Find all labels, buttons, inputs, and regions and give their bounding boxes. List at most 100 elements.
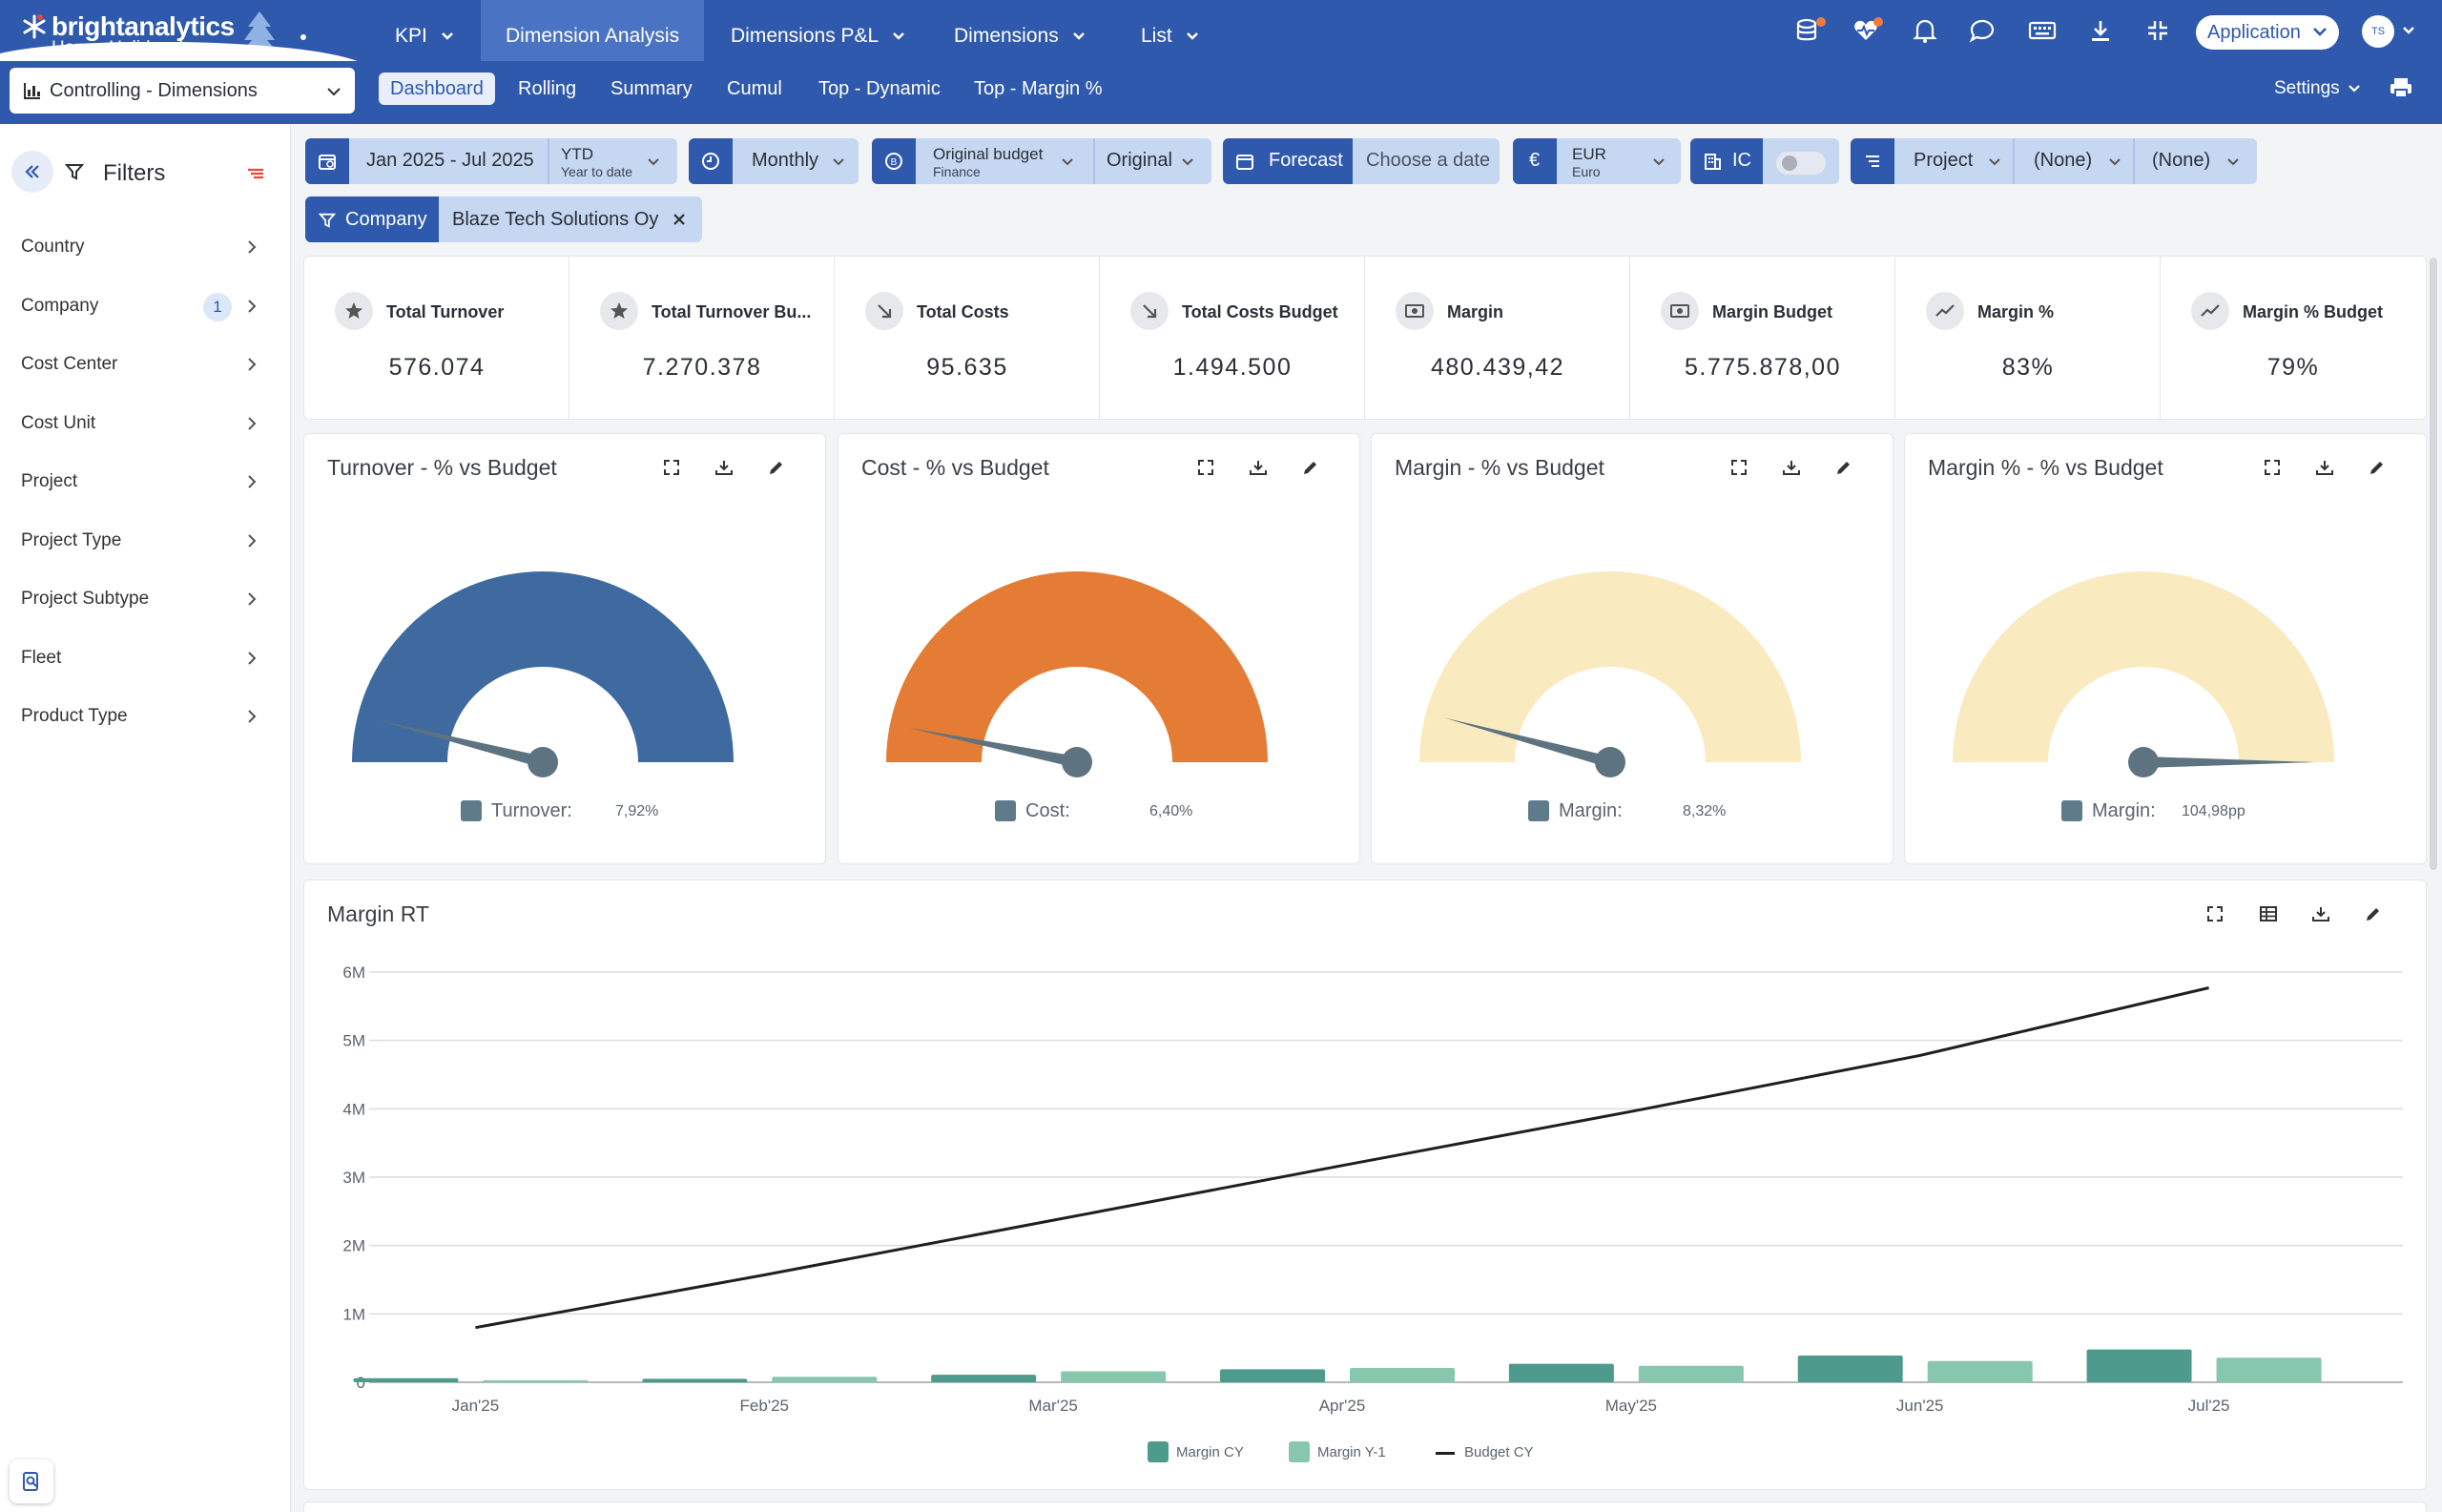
filter-company[interactable]: Company 1 (0, 284, 277, 328)
filter-country[interactable]: Country (0, 225, 277, 269)
bar-margin-cy[interactable] (2086, 1349, 2192, 1382)
expand-icon[interactable] (1197, 459, 1214, 476)
filter-cost-unit[interactable]: Cost Unit (0, 402, 277, 445)
legend-item[interactable]: Margin Y-1 (1317, 1444, 1386, 1460)
expand-icon[interactable] (663, 459, 680, 476)
bar-margin-cy[interactable] (1508, 1363, 1614, 1382)
chevron-down-icon[interactable] (2402, 26, 2415, 35)
filter-project-subtype[interactable]: Project Subtype (0, 577, 277, 621)
settings-menu[interactable]: Settings (2274, 72, 2361, 105)
expand-icon[interactable] (2264, 459, 2281, 476)
download-icon[interactable] (1782, 459, 1801, 476)
tab-kpi[interactable]: KPI (370, 0, 479, 61)
download-icon[interactable] (1249, 459, 1268, 476)
kpi-tile[interactable]: Total Turnover Bu... 7.270.378 (569, 257, 835, 419)
close-icon[interactable] (672, 212, 687, 227)
kpi-tile[interactable]: Margin Budget 5.775.878,00 (1630, 257, 1895, 419)
bar-margin-y-1[interactable] (2216, 1357, 2322, 1382)
application-select[interactable]: Application (2196, 15, 2339, 50)
bar-margin-cy[interactable] (642, 1378, 748, 1382)
bar-margin-y-1[interactable] (1350, 1367, 1455, 1382)
bell-icon[interactable] (1912, 17, 1942, 48)
dimension-value[interactable]: Project (1914, 150, 1974, 171)
ic-toggle[interactable] (1776, 152, 1826, 175)
gauge-dial (1419, 571, 1801, 777)
subtab-top-dynamic[interactable]: Top - Dynamic (818, 78, 941, 99)
dimension-select-group[interactable]: Project (None) (None) (1851, 138, 2257, 184)
tab-list[interactable]: List (1116, 0, 1224, 61)
collapse-sidebar-button[interactable] (11, 151, 53, 193)
bar-margin-y-1[interactable] (1061, 1371, 1167, 1382)
date-range-picker[interactable]: Jan 2025 - Jul 2025 YTD Year to date (305, 138, 677, 184)
bar-margin-cy[interactable] (1797, 1356, 1903, 1382)
chevron-down-icon (441, 32, 453, 41)
tab-dimensions-pl[interactable]: Dimensions P&L (706, 0, 930, 61)
dimension-value-2[interactable]: (None) (2152, 150, 2211, 171)
forecast-button[interactable] (1223, 138, 1353, 184)
bar-margin-y-1[interactable] (1638, 1365, 1744, 1382)
currency-select[interactable]: € EUR Euro (1513, 138, 1681, 184)
bar-margin-y-1[interactable] (483, 1379, 589, 1382)
subtab-top-margin[interactable]: Top - Margin % (974, 78, 1103, 99)
subtab-cumul[interactable]: Cumul (727, 78, 782, 99)
clear-filters-icon[interactable] (246, 166, 265, 181)
subtab-rolling[interactable]: Rolling (518, 78, 577, 99)
granularity-select[interactable]: Monthly (689, 138, 859, 184)
forecast-picker[interactable]: Forecast Choose a date (1223, 138, 1500, 184)
tab-dimension-analysis[interactable]: Dimension Analysis (481, 0, 705, 61)
health-icon[interactable] (1852, 17, 1883, 48)
filter-fleet[interactable]: Fleet (0, 636, 277, 680)
print-icon[interactable] (2389, 76, 2413, 99)
subtab-dashboard[interactable]: Dashboard (379, 72, 495, 105)
scrollbar[interactable] (2430, 258, 2437, 870)
bar-margin-y-1[interactable] (772, 1377, 878, 1382)
expand-icon[interactable] (2206, 905, 2224, 922)
database-icon[interactable] (1795, 17, 1826, 48)
legend-swatch (2061, 800, 2082, 821)
ic-label: IC (1732, 150, 1751, 171)
download-icon[interactable] (2315, 459, 2334, 476)
edit-icon[interactable] (1302, 459, 1319, 476)
kpi-tile[interactable]: Total Costs 95.635 (835, 257, 1100, 419)
active-filter-chip[interactable]: Company Blaze Tech Solutions Oy (305, 197, 702, 242)
bar-margin-y-1[interactable] (1927, 1360, 2033, 1382)
subtab-summary[interactable]: Summary (610, 78, 693, 99)
filter-project-type[interactable]: Project Type (0, 519, 277, 563)
legend-item[interactable]: Margin CY (1176, 1444, 1244, 1460)
ic-toggle-group[interactable]: IC (1690, 138, 1839, 184)
edit-icon[interactable] (2365, 905, 2382, 922)
table-icon[interactable] (2259, 905, 2278, 922)
keyboard-icon[interactable] (2028, 17, 2059, 48)
collapse-screen-icon[interactable] (2144, 17, 2175, 48)
chat-icon[interactable] (1969, 17, 1999, 48)
legend-item[interactable]: Budget CY (1464, 1444, 1534, 1460)
help-search-button[interactable] (10, 1460, 53, 1503)
download-icon[interactable] (2311, 905, 2330, 922)
line-budget-cy[interactable] (475, 986, 2209, 1330)
kpi-tile[interactable]: Total Costs Budget 1.494.500 (1100, 257, 1365, 419)
gauge-arc (352, 571, 734, 762)
kpi-tile[interactable]: Margin % Budget 79% (2161, 257, 2426, 419)
kpi-tile[interactable]: Margin % 83% (1895, 257, 2161, 419)
trend-up-icon (1926, 292, 1964, 330)
forecast-date-placeholder[interactable]: Choose a date (1366, 150, 1491, 171)
bar-margin-cy[interactable] (931, 1375, 1037, 1382)
bar-margin-cy[interactable] (1220, 1369, 1325, 1382)
edit-icon[interactable] (1835, 459, 1852, 476)
download-icon[interactable] (2087, 17, 2118, 48)
kpi-tile[interactable]: Total Turnover 576.074 (304, 257, 569, 419)
bar-margin-cy[interactable] (353, 1377, 459, 1382)
edit-icon[interactable] (768, 459, 785, 476)
dashboard-select[interactable]: Controlling - Dimensions (10, 68, 355, 114)
avatar[interactable]: TS (2362, 15, 2394, 48)
filter-product-type[interactable]: Product Type (0, 694, 277, 738)
tab-dimensions[interactable]: Dimensions (929, 0, 1110, 61)
dimension-value-1[interactable]: (None) (2034, 150, 2093, 171)
expand-icon[interactable] (1730, 459, 1748, 476)
edit-icon[interactable] (2369, 459, 2386, 476)
budget-select[interactable]: B Original budget Finance Original (872, 138, 1211, 184)
filter-cost-center[interactable]: Cost Center (0, 342, 277, 386)
kpi-tile[interactable]: Margin 480.439,42 (1365, 257, 1630, 419)
download-icon[interactable] (714, 459, 734, 476)
filter-project[interactable]: Project (0, 460, 277, 504)
